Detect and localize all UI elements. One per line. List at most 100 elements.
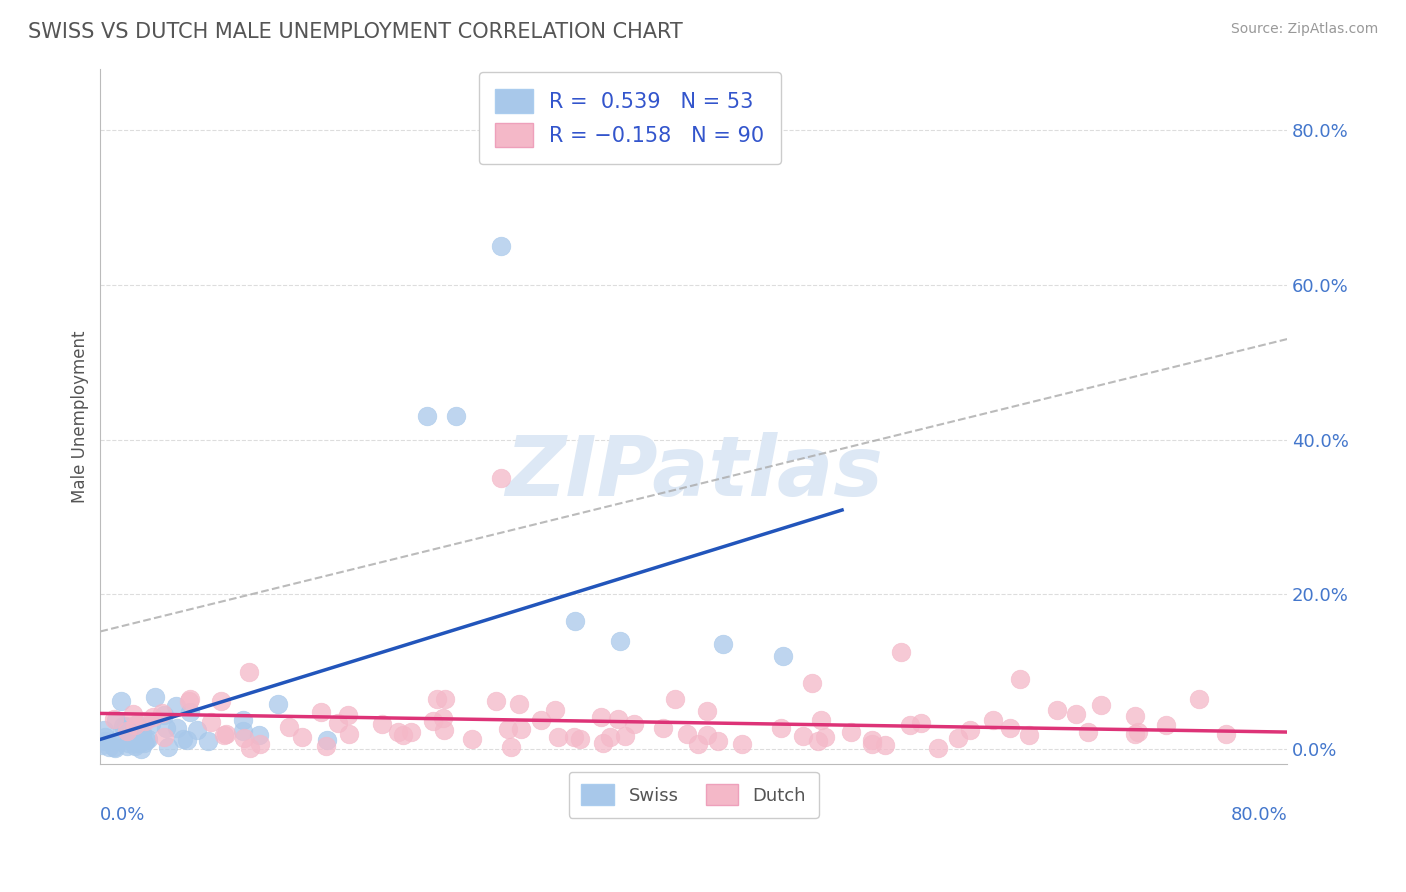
Point xyxy=(127,731,149,746)
Point xyxy=(1066,706,1088,721)
Point xyxy=(232,724,254,739)
Point xyxy=(890,645,912,659)
Text: 0.0%: 0.0% xyxy=(100,806,146,824)
Point xyxy=(117,736,139,750)
Point xyxy=(508,697,530,711)
Point xyxy=(910,716,932,731)
Point xyxy=(801,676,824,690)
Point xyxy=(179,691,201,706)
Point xyxy=(446,409,468,424)
Point xyxy=(927,740,949,755)
Point xyxy=(860,738,883,752)
Point xyxy=(155,721,177,735)
Point xyxy=(125,732,148,747)
Point xyxy=(839,725,862,739)
Point xyxy=(90,738,112,752)
Point xyxy=(613,730,636,744)
Point xyxy=(1215,727,1237,741)
Point xyxy=(434,691,457,706)
Point xyxy=(544,703,567,717)
Point xyxy=(422,714,444,728)
Point xyxy=(568,731,591,746)
Point xyxy=(696,729,718,743)
Point xyxy=(1046,703,1069,717)
Point xyxy=(115,718,138,732)
Point xyxy=(337,708,360,723)
Point xyxy=(267,697,290,711)
Point xyxy=(946,731,969,745)
Text: SWISS VS DUTCH MALE UNEMPLOYMENT CORRELATION CHART: SWISS VS DUTCH MALE UNEMPLOYMENT CORRELA… xyxy=(28,22,683,42)
Point xyxy=(1154,718,1177,732)
Point xyxy=(371,717,394,731)
Point xyxy=(898,718,921,732)
Point xyxy=(93,723,115,738)
Point xyxy=(131,741,153,756)
Point xyxy=(215,727,238,741)
Point xyxy=(959,723,981,738)
Point xyxy=(706,733,728,747)
Point xyxy=(131,726,153,740)
Point xyxy=(104,713,127,727)
Point xyxy=(1090,698,1112,713)
Point xyxy=(291,730,314,744)
Point xyxy=(118,731,141,745)
Point xyxy=(432,711,454,725)
Legend: Swiss, Dutch: Swiss, Dutch xyxy=(569,772,818,818)
Point xyxy=(509,722,531,736)
Point xyxy=(1018,727,1040,741)
Point xyxy=(156,740,179,755)
Point xyxy=(108,731,131,745)
Point xyxy=(110,694,132,708)
Point xyxy=(664,691,686,706)
Point xyxy=(485,694,508,708)
Point xyxy=(607,713,630,727)
Point xyxy=(143,690,166,704)
Point xyxy=(315,733,337,747)
Point xyxy=(564,614,586,628)
Point xyxy=(1128,725,1150,739)
Point xyxy=(166,721,188,735)
Point xyxy=(1000,721,1022,735)
Point xyxy=(172,732,194,747)
Point xyxy=(392,728,415,742)
Point xyxy=(873,739,896,753)
Point xyxy=(124,739,146,753)
Point xyxy=(139,717,162,731)
Point xyxy=(337,727,360,741)
Point xyxy=(186,723,208,737)
Point xyxy=(547,730,569,744)
Point xyxy=(150,706,173,721)
Point xyxy=(94,731,117,745)
Point xyxy=(233,731,256,746)
Point xyxy=(792,729,814,743)
Point xyxy=(129,735,152,749)
Point xyxy=(249,737,271,751)
Point xyxy=(315,739,337,753)
Point xyxy=(277,720,299,734)
Point xyxy=(814,731,837,745)
Point xyxy=(212,728,235,742)
Point xyxy=(111,719,134,733)
Point xyxy=(309,705,332,719)
Point xyxy=(136,731,159,746)
Point xyxy=(117,724,139,739)
Y-axis label: Male Unemployment: Male Unemployment xyxy=(72,330,89,503)
Point xyxy=(103,739,125,754)
Point xyxy=(197,733,219,747)
Point xyxy=(807,734,830,748)
Point xyxy=(179,705,201,719)
Point xyxy=(562,730,585,744)
Point xyxy=(496,722,519,736)
Point xyxy=(489,471,512,485)
Point xyxy=(623,716,645,731)
Point xyxy=(97,739,120,754)
Point xyxy=(589,710,612,724)
Point xyxy=(1123,708,1146,723)
Point xyxy=(609,633,631,648)
Point xyxy=(176,732,198,747)
Point xyxy=(415,409,437,424)
Point xyxy=(326,716,349,731)
Point xyxy=(1123,727,1146,741)
Point xyxy=(128,736,150,750)
Point xyxy=(117,739,139,753)
